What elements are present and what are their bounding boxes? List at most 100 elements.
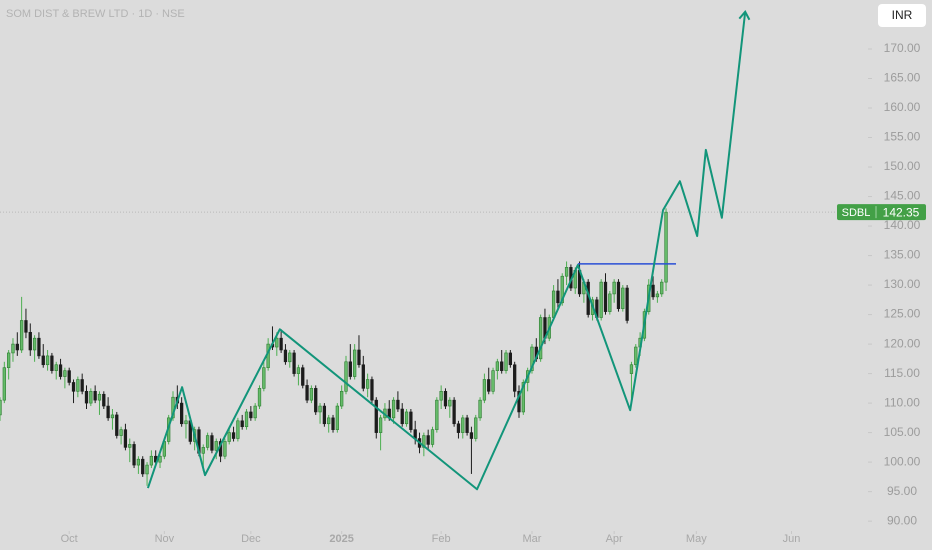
candle-body xyxy=(32,337,37,351)
candle-body xyxy=(106,405,110,419)
candle-body xyxy=(223,441,227,457)
candle-body xyxy=(508,352,512,366)
y-tick-label: 105.00 xyxy=(884,425,921,439)
candle-body xyxy=(530,346,534,371)
candle-body xyxy=(184,420,188,425)
candle-body xyxy=(504,352,508,371)
candle-body xyxy=(231,432,236,439)
y-tick-label: 155.00 xyxy=(884,130,921,144)
candle-body xyxy=(227,432,231,442)
candle-body xyxy=(84,391,89,404)
candle-body xyxy=(513,364,517,392)
candle-body xyxy=(301,367,305,386)
candle-body xyxy=(469,432,474,439)
candle-body xyxy=(236,420,240,439)
candle-body xyxy=(621,287,625,309)
candle-body xyxy=(136,458,141,466)
candle-body xyxy=(7,352,11,368)
candle-body xyxy=(482,379,487,401)
y-tick-label: 100.00 xyxy=(884,454,921,468)
x-tick-label: Mar xyxy=(522,533,541,545)
candle-body xyxy=(608,293,612,312)
candle-body xyxy=(11,343,15,354)
candle-body xyxy=(664,211,668,283)
candle-body xyxy=(63,370,67,377)
candle-body xyxy=(210,435,214,451)
x-tick-label: Jun xyxy=(783,533,801,545)
candle-body xyxy=(517,391,521,413)
candle-body xyxy=(322,405,327,425)
candle-body xyxy=(655,293,660,298)
candle-body xyxy=(257,388,262,407)
candle-body xyxy=(67,370,71,383)
candle-body xyxy=(102,393,106,407)
candle-body xyxy=(348,361,352,377)
candle-body xyxy=(19,320,24,351)
y-tick-label: 145.00 xyxy=(884,189,921,203)
candle-body xyxy=(396,399,400,410)
candle-body xyxy=(556,290,560,304)
candle-body xyxy=(71,382,76,392)
candle-body xyxy=(0,399,2,416)
candle-body xyxy=(288,352,292,363)
candle-body xyxy=(430,429,435,445)
candle-body xyxy=(616,281,621,309)
candle-body xyxy=(15,343,19,351)
candle-body xyxy=(240,420,244,428)
candle-body xyxy=(353,349,357,377)
candle-body xyxy=(331,417,335,430)
x-tick-label: Feb xyxy=(432,533,451,545)
candle-body xyxy=(478,399,482,419)
candle-body xyxy=(603,281,608,312)
candle-body xyxy=(180,402,184,425)
y-tick-label: 95.00 xyxy=(887,484,917,498)
y-tick-label: 115.00 xyxy=(884,366,920,380)
candle-body xyxy=(93,391,97,401)
candle-body xyxy=(50,355,54,371)
candle-body xyxy=(500,361,504,371)
candle-body xyxy=(327,417,331,425)
candle-body xyxy=(141,458,145,475)
candle-body xyxy=(279,337,283,351)
candle-body xyxy=(634,346,638,366)
candle-body xyxy=(491,370,495,392)
candle-body xyxy=(292,352,296,374)
candle-body xyxy=(456,423,461,433)
candle-body xyxy=(474,417,478,439)
currency-label[interactable]: INR xyxy=(892,8,913,22)
candle-body xyxy=(262,367,266,389)
candle-body xyxy=(37,337,41,357)
chart-title: SOM DIST & BREW LTD · 1D · NSE xyxy=(6,8,185,20)
candle-body xyxy=(253,405,257,419)
candle-body xyxy=(538,317,543,360)
y-tick-label: 110.00 xyxy=(884,395,920,409)
candle-body xyxy=(201,447,205,454)
zigzag-line xyxy=(146,11,747,491)
candle-body xyxy=(76,379,80,392)
x-tick-label: Nov xyxy=(155,533,175,545)
currency-button[interactable] xyxy=(878,4,926,27)
candle-body xyxy=(361,364,365,389)
candle-body xyxy=(365,379,370,389)
candle-body xyxy=(132,444,136,466)
candle-body xyxy=(625,287,629,321)
y-tick-label: 90.00 xyxy=(887,513,917,527)
candle-body xyxy=(391,399,396,419)
candle-body xyxy=(487,379,491,392)
candle-body xyxy=(612,281,616,295)
candle-body xyxy=(318,405,322,413)
candle-body xyxy=(119,429,123,436)
candle-body xyxy=(54,364,58,371)
candle-body xyxy=(41,355,45,366)
candle-body xyxy=(461,417,465,433)
candle-body xyxy=(495,361,500,371)
candle-body xyxy=(275,337,279,348)
candle-body xyxy=(123,429,128,448)
candle-body xyxy=(89,391,93,404)
candle-body xyxy=(409,411,413,430)
candle-body xyxy=(244,411,249,428)
candle-body xyxy=(465,417,469,433)
candle-body xyxy=(249,411,253,419)
